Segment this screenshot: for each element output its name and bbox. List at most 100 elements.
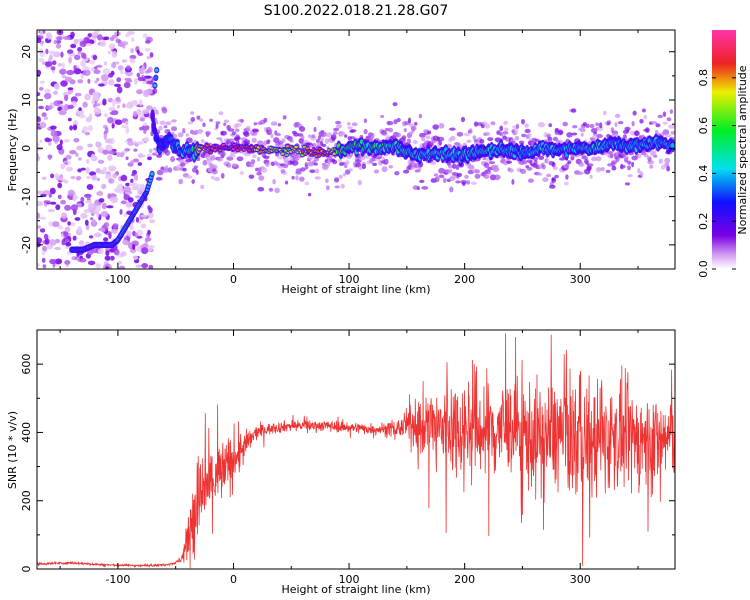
heatmap-cell (141, 263, 149, 269)
heatmap-cell (41, 257, 46, 263)
heatmap-cell (112, 173, 117, 179)
heatmap-cell (155, 176, 163, 181)
heatmap-cell (280, 143, 285, 148)
heatmap-cell (603, 110, 607, 116)
heatmap-cell (110, 62, 117, 68)
heatmap-cell (590, 128, 598, 133)
heatmap-cell (455, 180, 461, 184)
heatmap-cell (461, 181, 466, 186)
heatmap-cell (119, 152, 125, 158)
heatmap-cell (571, 108, 577, 113)
heatmap-cell (466, 180, 471, 185)
heatmap-cell (103, 237, 109, 242)
heatmap-cell (108, 106, 116, 112)
heatmap-cell (67, 221, 71, 226)
heatmap-cell (311, 134, 316, 139)
heatmap-cell (514, 128, 519, 135)
heatmap-cell (314, 176, 321, 180)
heatmap-cell (596, 133, 603, 139)
heatmap-cell (62, 91, 70, 97)
heatmap-cell (50, 130, 58, 137)
heatmap-cell (200, 139, 205, 143)
bottom-axis-ticks: -100 0 100 200 300 0 200 400 600 (20, 329, 675, 586)
heatmap-cell (132, 111, 138, 117)
heatmap-cell (198, 128, 203, 135)
heatmap-cell (305, 147, 310, 150)
heatmap-cell (670, 142, 675, 150)
heatmap-cell (171, 126, 177, 132)
heatmap-cell (87, 125, 93, 132)
heatmap-cell (37, 262, 40, 267)
heatmap-cell (227, 162, 232, 169)
heatmap-cell (144, 70, 150, 74)
heatmap-cell (144, 238, 149, 244)
heatmap-cell (295, 175, 299, 181)
heatmap-cell (191, 179, 195, 185)
heatmap-cell (45, 244, 54, 250)
heatmap-cell (66, 69, 75, 76)
heatmap-cell (347, 121, 351, 126)
heatmap-cell (136, 141, 144, 145)
heatmap-cell (490, 121, 496, 126)
heatmap-cell (129, 54, 137, 60)
heatmap-cell (479, 138, 485, 144)
heatmap-cell (388, 127, 393, 133)
heatmap-cell (526, 166, 533, 171)
heatmap-cell (294, 145, 298, 149)
heatmap-cell (129, 248, 137, 254)
heatmap-cell (146, 80, 154, 85)
heatmap-cell (42, 245, 48, 252)
heatmap-cell (611, 131, 619, 137)
heatmap-cell (538, 122, 545, 128)
heatmap-cell (65, 242, 72, 247)
heatmap-cell (199, 118, 204, 122)
heatmap-cell (490, 164, 497, 169)
heatmap-cell (633, 130, 640, 137)
x-tick-label: 100 (339, 573, 360, 586)
heatmap-cell (257, 186, 265, 192)
heatmap-cell (414, 121, 418, 126)
heatmap-cell (69, 150, 77, 155)
heatmap-cell (243, 139, 251, 146)
heatmap-cell (503, 120, 509, 125)
heatmap-cell (340, 183, 345, 189)
heatmap-cell (53, 90, 58, 95)
bottom-xlabel: Height of straight line (km) (281, 583, 430, 596)
heatmap-cell (371, 132, 375, 139)
heatmap-cell (595, 122, 600, 127)
heatmap-cell (136, 72, 141, 78)
heatmap-cell (245, 125, 251, 131)
heatmap-cell (57, 63, 62, 67)
heatmap-cell (87, 260, 96, 266)
heatmap-cell (182, 167, 187, 172)
heatmap-cell (142, 33, 148, 39)
heatmap-cell (467, 164, 475, 170)
heatmap-cell (641, 108, 646, 113)
heatmap-cell (580, 128, 586, 133)
heatmap-cell (274, 187, 280, 194)
colorbar-gradient (712, 30, 736, 269)
heatmap-cell (552, 136, 559, 142)
heatmap-cell (363, 118, 367, 124)
heatmap-cell (325, 178, 329, 184)
heatmap-cell (148, 219, 156, 224)
heatmap-cell (147, 245, 154, 252)
heatmap-cell (595, 156, 602, 162)
heatmap-cell (270, 121, 278, 126)
heatmap-cell (589, 174, 593, 179)
heatmap-cell (448, 169, 453, 174)
heatmap-cell (548, 123, 552, 128)
heatmap-cell (125, 156, 129, 160)
heatmap-cell (581, 155, 588, 160)
heatmap-cell (108, 43, 116, 50)
heatmap-cell (438, 167, 445, 174)
heatmap-cell (49, 239, 57, 246)
heatmap-cell (137, 154, 146, 158)
heatmap-cell (44, 88, 51, 93)
heatmap-cell (118, 265, 126, 269)
heatmap-cell (37, 142, 40, 147)
heatmap-cell (655, 123, 661, 128)
heatmap-cell (156, 154, 163, 158)
x-tick-label: 200 (454, 273, 475, 286)
heatmap-cell (508, 168, 514, 173)
